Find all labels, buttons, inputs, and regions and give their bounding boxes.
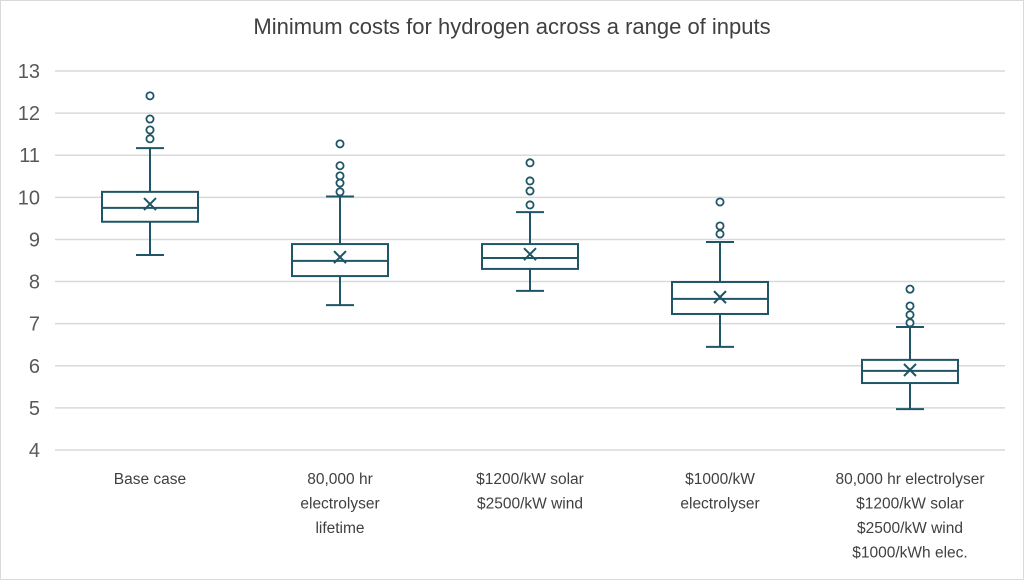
y-tick-label: 13: [18, 61, 40, 83]
iqr-box: [481, 243, 579, 270]
box-group: [481, 158, 579, 292]
x-category-label: 80,000 hr electrolyser $1200/kW solar $250…: [835, 471, 984, 562]
x-category-label: 80,000 hr electrolyser lifetime: [300, 471, 379, 537]
y-tick-label: 11: [19, 145, 40, 167]
x-category-label-line: 80,000 hr: [307, 471, 373, 488]
outlier-point: [335, 139, 345, 149]
y-tick-label: 8: [29, 272, 40, 294]
x-category-label-line: $1000/kWh elec.: [852, 545, 967, 562]
y-tick-label: 6: [29, 356, 40, 378]
x-category-label-line: electrolyser: [680, 496, 759, 513]
outlier-point: [715, 229, 725, 239]
outlier-point: [525, 176, 535, 186]
y-tick-label: 10: [18, 187, 40, 209]
outlier-point: [335, 161, 345, 171]
mean-marker: [903, 363, 917, 377]
box-series: [101, 91, 959, 411]
outlier-point: [335, 178, 345, 188]
box-group: [861, 284, 959, 411]
x-category-label: Base case: [114, 471, 186, 488]
mean-marker: [333, 250, 347, 264]
outlier-point: [145, 125, 155, 135]
x-category-label-line: $1000/kW: [685, 471, 755, 488]
y-tick-label: 5: [29, 398, 40, 420]
x-category-label: $1200/kW solar $2500/kW wind: [476, 471, 584, 513]
outlier-point: [525, 186, 535, 196]
box-group: [291, 139, 389, 307]
outlier-point: [145, 134, 155, 144]
outlier-point: [335, 187, 345, 197]
mean-marker: [143, 197, 157, 211]
x-category-label-line: Base case: [114, 471, 186, 488]
x-axis-labels: Base case 80,000 hr electrolyser lifetime $1…: [114, 471, 985, 562]
y-axis-ticks: 4 5 6 7 8 9 10 11 12 13: [18, 61, 40, 462]
box-group: [671, 197, 769, 348]
box-group: [101, 91, 199, 257]
outlier-point: [525, 200, 535, 210]
outlier-point: [905, 310, 915, 320]
x-category-label-line: $2500/kW wind: [857, 520, 963, 537]
mean-marker: [713, 290, 727, 304]
x-category-label-line: 80,000 hr electrolyser: [835, 471, 984, 488]
outlier-point: [145, 91, 155, 101]
outlier-point: [715, 221, 725, 231]
x-category-label-line: $1200/kW solar: [476, 471, 584, 488]
x-category-label-line: $1200/kW solar: [856, 496, 964, 513]
y-tick-label: 9: [29, 229, 40, 251]
iqr-box: [101, 190, 199, 223]
outlier-point: [905, 284, 915, 294]
y-tick-label: 4: [29, 440, 40, 462]
y-tick-label: 12: [18, 103, 40, 125]
outlier-point: [905, 318, 915, 328]
x-category-label: $1000/kW electrolyser: [680, 471, 759, 513]
outlier-point: [905, 301, 915, 311]
outlier-point: [335, 171, 345, 181]
outlier-point: [715, 197, 725, 207]
x-category-label-line: electrolyser: [300, 496, 379, 513]
mean-marker: [523, 247, 537, 261]
outlier-point: [145, 114, 155, 124]
gridlines: [55, 70, 1005, 451]
x-category-label-line: lifetime: [315, 520, 364, 537]
chart-title: Minimum costs for hydrogen across a rang…: [253, 14, 771, 39]
y-tick-label: 7: [29, 314, 40, 336]
outlier-point: [525, 158, 535, 168]
x-category-label-line: $2500/kW wind: [477, 496, 583, 513]
